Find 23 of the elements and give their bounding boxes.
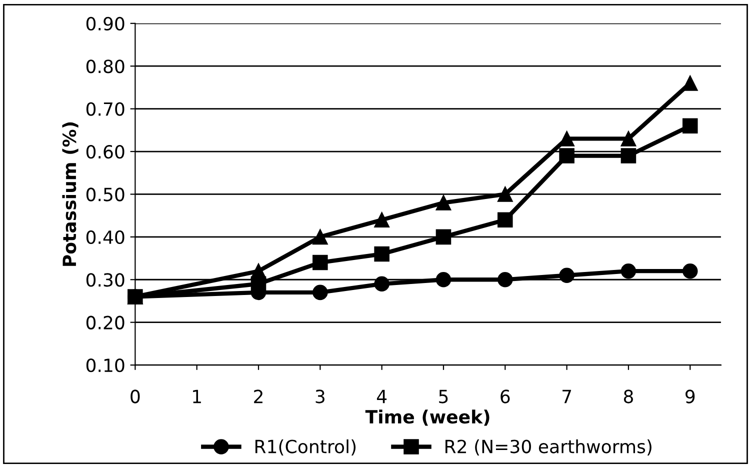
x-tick-label: 2 [254,390,262,404]
y-tick-label: 0.40 [86,230,124,244]
y-tick-label: 0.10 [86,358,124,372]
y-axis-title: Potassium (%) [62,122,78,266]
x-tick-label: 3 [316,390,324,404]
y-tick-label: 0.80 [86,60,124,74]
legend-label: R2 (N=30 earthworms) [446,439,652,456]
legend-label: R1(Control) [255,439,356,456]
x-axis-title: Time (week) [365,410,490,426]
x-tick-label: 9 [686,390,695,404]
y-tick-label: 0.30 [86,273,124,287]
y-tick-label: 0.90 [86,16,124,31]
x-tick-label: 4 [376,390,387,404]
y-tick-label: 0.20 [86,316,124,330]
x-tick-label: 0 [130,390,140,404]
x-tick-label: 1 [193,390,201,404]
y-tick-label: 0.70 [86,102,124,116]
x-tick-label: 8 [624,390,633,404]
x-tick-label: 6 [500,390,510,404]
x-tick-label: 5 [439,390,448,404]
x-tick-label: 7 [562,390,572,404]
y-tick-label: 0.60 [86,144,124,159]
y-tick-label: 0.50 [86,188,124,202]
